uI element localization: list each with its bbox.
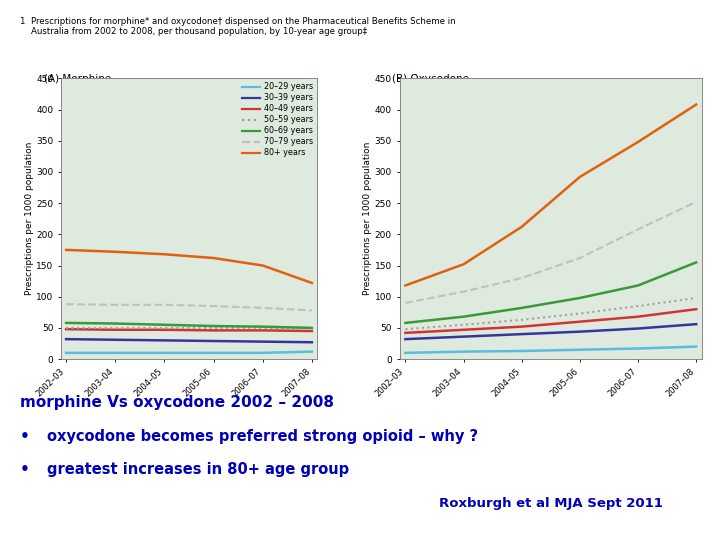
Text: 1  Prescriptions for morphine* and oxycodone† dispensed on the Pharmaceutical Be: 1 Prescriptions for morphine* and oxycod…: [20, 17, 456, 36]
Text: (A) Morphine: (A) Morphine: [45, 74, 112, 84]
Text: oxycodone becomes preferred strong opioid – why ?: oxycodone becomes preferred strong opioi…: [47, 429, 478, 444]
Y-axis label: Prescriptions per 1000 population: Prescriptions per 1000 population: [24, 142, 34, 295]
Text: •: •: [20, 429, 30, 444]
Legend: 20–29 years, 30–39 years, 40–49 years, 50–59 years, 60–69 years, 70–79 years, 80: 20–29 years, 30–39 years, 40–49 years, 5…: [242, 82, 312, 158]
Text: (B) Oxycodone: (B) Oxycodone: [392, 74, 469, 84]
Text: Roxburgh et al MJA Sept 2011: Roxburgh et al MJA Sept 2011: [439, 497, 663, 510]
Y-axis label: Prescriptions per 1000 population: Prescriptions per 1000 population: [363, 142, 372, 295]
Text: greatest increases in 80+ age group: greatest increases in 80+ age group: [47, 462, 349, 477]
Text: morphine Vs oxycodone 2002 – 2008: morphine Vs oxycodone 2002 – 2008: [20, 395, 334, 410]
Text: •: •: [20, 462, 30, 477]
